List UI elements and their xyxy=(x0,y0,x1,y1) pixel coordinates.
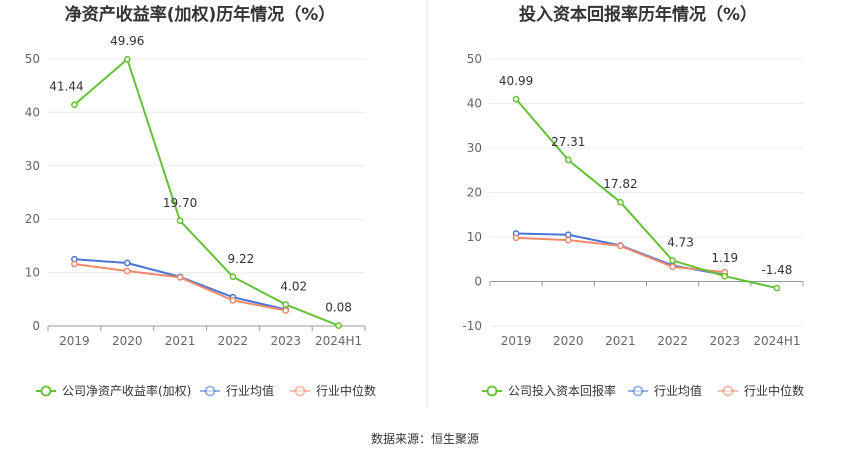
legend-marker-roic-2 xyxy=(722,385,734,397)
data-point-roic-2 xyxy=(669,263,676,271)
y-tick-label-roic: -10 xyxy=(462,319,482,333)
data-label-roe: 49.96 xyxy=(110,34,144,48)
y-tick-label-roe: 20 xyxy=(25,212,40,226)
data-point-roe-2 xyxy=(282,307,290,314)
data-point-roe-0 xyxy=(282,301,290,308)
data-point-roic-2 xyxy=(617,242,624,250)
chart-title-roic: 投入资本回报率历年情况（%） xyxy=(519,4,757,25)
data-point-roic-1 xyxy=(564,231,572,239)
data-label-roe: 0.08 xyxy=(325,301,352,315)
data-label-roe: 41.44 xyxy=(49,80,83,94)
legend-marker-roic-1 xyxy=(632,385,644,397)
y-tick-label-roic: 10 xyxy=(467,230,482,244)
data-source-note: 数据来源：恒生聚源 xyxy=(371,431,479,446)
y-tick-label-roe: 50 xyxy=(25,52,40,66)
series-line-roe-0 xyxy=(73,58,339,327)
data-point-roic-2 xyxy=(512,234,520,242)
data-point-roic-0 xyxy=(564,156,572,164)
chart-title-roe: 净资产收益率(加权)历年情况（%） xyxy=(65,4,336,25)
legend-marker-roe-2 xyxy=(294,385,306,397)
data-point-roe-1 xyxy=(123,259,131,267)
x-tick-label-roe: 2019 xyxy=(59,334,90,348)
data-label-roic: 40.99 xyxy=(499,74,533,88)
data-point-roe-0 xyxy=(176,217,184,225)
data-point-roic-2 xyxy=(564,236,572,244)
data-point-roe-2 xyxy=(71,260,78,268)
y-tick-label-roe: 30 xyxy=(25,159,40,173)
data-label-roic: 4.73 xyxy=(667,235,694,249)
data-label-roe: 19.70 xyxy=(163,196,197,210)
legend-marker-roe-0 xyxy=(40,385,52,397)
y-tick-label-roe: 0 xyxy=(32,319,40,333)
data-label-roic: -1.48 xyxy=(761,263,792,277)
x-tick-label-roe: 2022 xyxy=(218,334,249,348)
y-tick-label-roic: 50 xyxy=(467,52,482,66)
series-line-roe-1 xyxy=(74,258,286,311)
legend-label-roic-2: 行业中位数 xyxy=(744,383,804,398)
data-point-roic-0 xyxy=(617,198,624,206)
y-tick-label-roe: 40 xyxy=(25,105,40,119)
data-label-roe: 9.22 xyxy=(228,252,255,266)
y-tick-label-roic: 30 xyxy=(467,141,482,155)
legend-label-roic-1: 行业均值 xyxy=(654,383,702,398)
legend-marker-roic-0 xyxy=(486,385,498,397)
data-point-roe-0 xyxy=(229,273,237,281)
data-point-roic-0 xyxy=(512,95,520,103)
data-label-roic: 17.82 xyxy=(603,177,637,191)
y-tick-label-roic: 20 xyxy=(467,186,482,200)
legend-marker-roe-1 xyxy=(204,385,216,397)
data-label-roic: 27.31 xyxy=(551,135,585,149)
data-label-roic: 1.19 xyxy=(711,251,738,265)
x-tick-label-roe: 2024H1 xyxy=(315,334,362,348)
y-tick-label-roic: 40 xyxy=(467,97,482,111)
data-point-roic-0 xyxy=(773,284,781,292)
data-point-roic-0 xyxy=(721,272,729,280)
x-tick-label-roic: 2020 xyxy=(553,334,584,348)
x-tick-label-roic: 2022 xyxy=(657,334,688,348)
x-tick-label-roe: 2023 xyxy=(270,334,301,348)
x-tick-label-roic: 2019 xyxy=(501,334,532,348)
legend-label-roe-2: 行业中位数 xyxy=(316,383,376,398)
data-point-roe-2 xyxy=(123,267,131,275)
y-tick-label-roe: 10 xyxy=(25,266,40,280)
x-tick-label-roe: 2020 xyxy=(112,334,143,348)
data-point-roe-0 xyxy=(71,101,78,109)
data-point-roe-0 xyxy=(123,55,131,63)
x-tick-label-roic: 2024H1 xyxy=(753,334,800,348)
legend-label-roic-0: 公司投入资本回报率 xyxy=(508,383,616,398)
x-tick-label-roic: 2023 xyxy=(709,334,740,348)
x-tick-label-roe: 2021 xyxy=(165,334,196,348)
x-tick-label-roic: 2021 xyxy=(605,334,636,348)
data-point-roic-0 xyxy=(669,257,676,264)
legend-label-roe-0: 公司净资产收益率(加权) xyxy=(62,383,191,398)
data-point-roe-2 xyxy=(176,274,184,281)
legend-label-roe-1: 行业均值 xyxy=(226,383,274,398)
series-line-roic-0 xyxy=(515,98,778,290)
data-point-roe-0 xyxy=(335,322,342,329)
y-tick-label-roic: 0 xyxy=(474,275,482,289)
data-label-roe: 4.02 xyxy=(280,280,307,294)
data-point-roe-2 xyxy=(229,297,237,304)
